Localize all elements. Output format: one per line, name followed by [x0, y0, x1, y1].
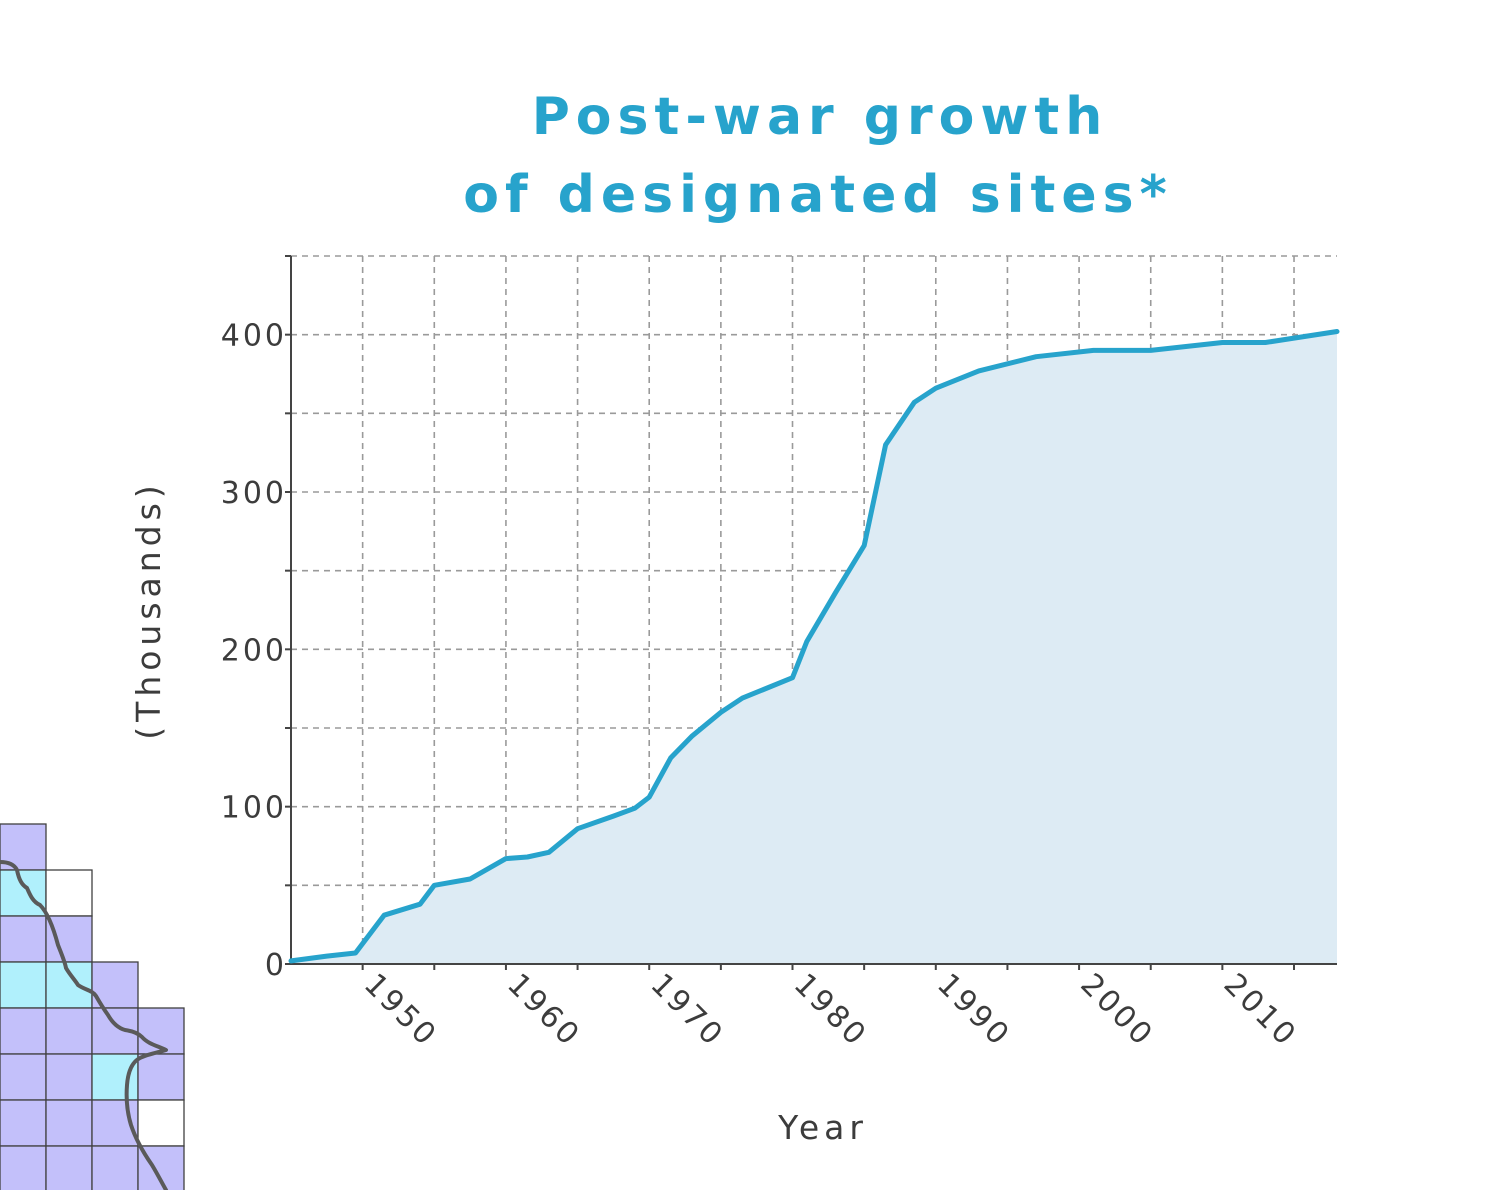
- x-tick-label: 1970: [644, 967, 731, 1054]
- x-tick-label: 1960: [500, 967, 587, 1054]
- map-inset-tiles: [0, 823, 185, 1190]
- map-tile: [137, 1053, 185, 1101]
- map-tile: [0, 961, 47, 1009]
- x-tick-label: 2010: [1217, 967, 1304, 1054]
- map-tile: [0, 1099, 47, 1147]
- map-tile: [137, 1099, 185, 1147]
- x-tick-label: 2000: [1073, 967, 1160, 1054]
- chart-title-line-2: of designated sites*: [463, 165, 1173, 225]
- y-tick-label: 400: [221, 319, 287, 354]
- map-tile: [0, 1007, 47, 1055]
- map-tile: [91, 1053, 139, 1101]
- y-tick-label: 100: [221, 791, 287, 826]
- chart-title-line-1: Post-war growth: [532, 87, 1109, 147]
- map-inset-coastline: [0, 860, 168, 1190]
- y-tick-label: 200: [221, 633, 287, 668]
- map-tile: [0, 915, 47, 963]
- map-tile: [45, 1145, 93, 1190]
- x-tick-labels: 1950 1960 1970 1980 1990 2000 2010: [357, 967, 1304, 1054]
- y-tick-label: 300: [221, 476, 287, 511]
- map-tile: [45, 1099, 93, 1147]
- map-tile: [45, 1007, 93, 1055]
- x-axis-title: Year: [777, 1108, 868, 1147]
- series-area-fill: [291, 331, 1337, 964]
- y-axis-title: (Thousands): [129, 480, 168, 739]
- map-tile: [0, 1145, 47, 1190]
- map-tile: [45, 1053, 93, 1101]
- x-tick-label: 1990: [930, 967, 1017, 1054]
- y-tick-label: 0: [265, 948, 287, 983]
- x-tick-label: 1950: [357, 967, 444, 1054]
- map-tile: [45, 915, 93, 963]
- x-tick-label: 1980: [787, 967, 874, 1054]
- map-tile: [0, 869, 47, 917]
- map-tile: [45, 869, 93, 917]
- y-tick-labels: 0 100 200 300 400: [221, 319, 287, 983]
- map-tile: [45, 961, 93, 1009]
- chart-axes: [285, 255, 1337, 970]
- map-tile: [91, 1145, 139, 1190]
- map-tile: [0, 1053, 47, 1101]
- series-line: [288, 329, 1340, 964]
